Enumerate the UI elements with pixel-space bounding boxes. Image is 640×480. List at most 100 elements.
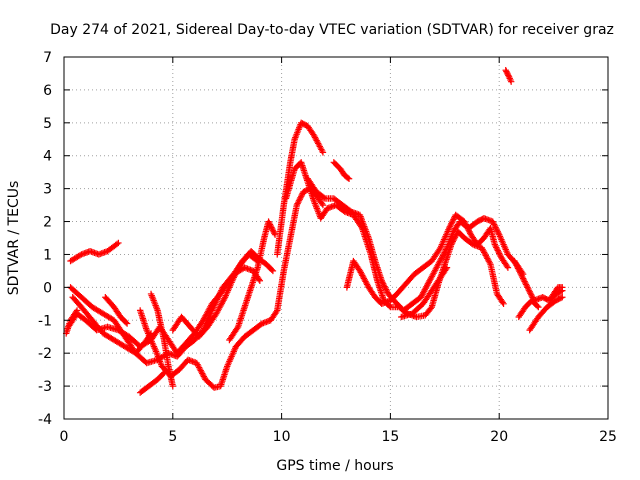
data-point-marker bbox=[513, 262, 520, 269]
data-point-marker bbox=[517, 269, 524, 276]
y-tick-label: 0 bbox=[43, 280, 52, 296]
chart-title: Day 274 of 2021, Sidereal Day-to-day VTE… bbox=[50, 22, 614, 38]
data-point-marker bbox=[559, 284, 566, 291]
data-point-marker bbox=[381, 283, 388, 290]
data-point-marker bbox=[490, 221, 498, 228]
data-series-arc22 bbox=[102, 294, 131, 327]
x-tick-label: 10 bbox=[273, 429, 291, 445]
x-axis-label: GPS time / hours bbox=[276, 458, 393, 474]
data-point-marker bbox=[256, 277, 264, 284]
tick-layer: 0 5 10 15 20 25 -4 -3 -2 -1 0 1 2 3 4 5 6 7 bbox=[38, 50, 617, 445]
data-series-arc4 bbox=[69, 294, 155, 357]
x-tick-label: 15 bbox=[381, 429, 399, 445]
data-point-marker bbox=[507, 78, 515, 85]
data-point-marker bbox=[233, 325, 241, 332]
data-point-marker bbox=[72, 308, 80, 316]
y-tick-label: 7 bbox=[43, 50, 52, 66]
data-point-marker bbox=[123, 320, 131, 327]
data-point-marker bbox=[450, 216, 457, 223]
data-point-marker bbox=[319, 201, 327, 209]
data-point-marker bbox=[515, 266, 522, 274]
data-point-marker bbox=[297, 194, 304, 201]
data-point-marker bbox=[465, 227, 472, 234]
data-point-marker bbox=[500, 300, 507, 308]
data-point-marker bbox=[493, 225, 500, 233]
y-tick-label: 4 bbox=[43, 149, 52, 165]
y-tick-label: -3 bbox=[38, 379, 52, 395]
data-point-marker bbox=[267, 222, 274, 230]
series-layer bbox=[62, 66, 566, 396]
data-point-marker bbox=[294, 200, 301, 207]
data-point-marker bbox=[160, 369, 168, 377]
y-tick-label: -1 bbox=[38, 313, 52, 329]
data-point-marker bbox=[442, 246, 450, 253]
data-point-marker bbox=[383, 287, 390, 295]
data-point-marker bbox=[113, 240, 121, 248]
data-point-marker bbox=[379, 280, 387, 287]
data-point-marker bbox=[320, 194, 328, 201]
data-series-arc19 bbox=[526, 294, 566, 334]
data-point-marker bbox=[345, 175, 353, 182]
data-point-marker bbox=[445, 224, 453, 232]
data-point-marker bbox=[519, 275, 527, 282]
data-point-marker bbox=[268, 225, 276, 233]
y-axis-label: SDTVAR / TECUs bbox=[6, 181, 22, 296]
data-point-marker bbox=[503, 263, 511, 270]
data-series-arc5 bbox=[136, 185, 327, 391]
data-point-marker bbox=[524, 284, 531, 291]
data-series-arc6 bbox=[136, 369, 168, 396]
data-point-marker bbox=[266, 219, 273, 227]
data-point-marker bbox=[448, 220, 455, 227]
data-point-marker bbox=[522, 279, 529, 287]
x-tick-label: 5 bbox=[168, 429, 177, 445]
data-point-marker bbox=[514, 263, 521, 271]
data-point-marker bbox=[73, 307, 81, 314]
data-point-marker bbox=[318, 200, 326, 207]
data-series-arc1 bbox=[67, 239, 122, 265]
data-point-marker bbox=[496, 250, 503, 257]
data-point-marker bbox=[494, 247, 501, 254]
y-tick-label: -2 bbox=[38, 346, 52, 362]
data-series-arc10 bbox=[274, 119, 327, 258]
data-point-marker bbox=[514, 265, 522, 272]
data-point-marker bbox=[495, 248, 502, 256]
data-point-marker bbox=[379, 279, 386, 286]
data-point-marker bbox=[443, 264, 451, 271]
data-point-marker bbox=[505, 72, 512, 79]
y-tick-label: 5 bbox=[43, 116, 52, 132]
data-point-marker bbox=[169, 382, 176, 390]
y-tick-label: 6 bbox=[43, 83, 52, 99]
data-point-marker bbox=[380, 281, 388, 289]
data-point-marker bbox=[382, 286, 390, 293]
data-point-marker bbox=[461, 218, 468, 225]
data-point-marker bbox=[534, 302, 541, 310]
data-series-arc18 bbox=[515, 297, 542, 321]
data-point-marker bbox=[491, 222, 499, 230]
data-point-marker bbox=[464, 225, 472, 233]
data-point-marker bbox=[318, 147, 326, 155]
data-point-marker bbox=[462, 221, 470, 228]
data-point-marker bbox=[344, 174, 352, 182]
data-point-marker bbox=[296, 196, 303, 203]
data-point-marker bbox=[448, 219, 456, 226]
data-point-marker bbox=[446, 223, 454, 230]
data-series-arc9 bbox=[226, 218, 279, 344]
y-tick-label: 3 bbox=[43, 182, 52, 198]
data-point-marker bbox=[270, 228, 277, 235]
data-series-arc11 bbox=[282, 159, 507, 321]
data-point-marker bbox=[442, 265, 450, 273]
data-point-marker bbox=[268, 224, 275, 231]
data-point-marker bbox=[519, 273, 526, 281]
data-point-marker bbox=[493, 245, 501, 253]
data-point-marker bbox=[269, 267, 277, 275]
plot-frame bbox=[63, 56, 609, 420]
data-point-marker bbox=[559, 294, 566, 301]
data-point-marker bbox=[511, 259, 519, 266]
data-series-arc15 bbox=[398, 264, 451, 321]
data-point-marker bbox=[535, 303, 542, 311]
data-point-marker bbox=[382, 284, 389, 292]
x-tick-label: 20 bbox=[490, 429, 508, 445]
data-series-arc7 bbox=[147, 290, 176, 390]
data-point-marker bbox=[265, 218, 272, 225]
